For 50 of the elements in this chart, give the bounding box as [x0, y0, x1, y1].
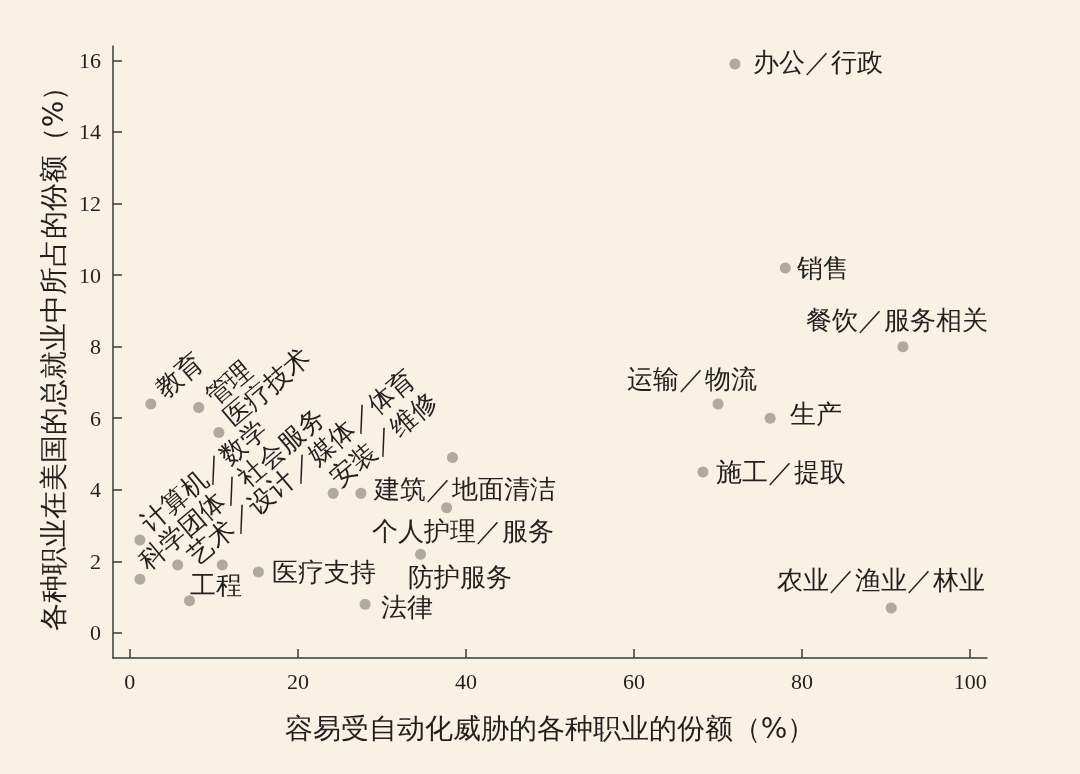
point [355, 487, 367, 499]
y-tick-label: 6 [90, 405, 101, 431]
annotation: 施工／提取 [715, 456, 846, 487]
annotation: 生产 [790, 399, 843, 430]
annotation: 办公／行政 [752, 46, 883, 77]
annotation: 工程 [190, 569, 243, 600]
y-tick-label: 12 [79, 190, 101, 216]
point [213, 427, 225, 439]
annotation: 运输／物流 [627, 363, 758, 394]
annotation: 销售 [796, 252, 850, 283]
point [193, 401, 205, 413]
annotation: 餐饮／服务相关 [805, 304, 988, 335]
point [779, 262, 791, 274]
point [252, 566, 264, 578]
y-tick-label: 10 [79, 262, 101, 288]
point [897, 341, 909, 353]
annotation: 建筑／地面清洁 [372, 474, 556, 505]
point [729, 58, 741, 70]
point [145, 398, 157, 410]
x-axis-title: 容易受自动化威胁的各种职业的份额（%） [284, 711, 816, 745]
point [441, 502, 453, 514]
x-tick-label: 20 [286, 668, 309, 694]
y-tick-label: 0 [90, 620, 101, 646]
point [216, 559, 228, 571]
point [183, 595, 195, 607]
y-tick-label: 14 [79, 119, 101, 145]
x-tick-label: 80 [791, 668, 814, 694]
annotation: 个人护理／服务 [371, 515, 554, 546]
point [359, 598, 371, 610]
x-tick-label: 60 [623, 668, 646, 694]
point [764, 412, 776, 424]
y-tick-label: 4 [90, 477, 101, 503]
annotation: 医疗支持 [272, 557, 377, 588]
point [885, 602, 897, 614]
y-tick-label: 16 [79, 47, 101, 73]
x-tick-label: 100 [953, 668, 987, 694]
y-tick-label: 8 [90, 334, 101, 360]
point [447, 452, 459, 464]
point [134, 573, 146, 585]
y-tick-label: 2 [90, 548, 101, 574]
annotation: 农业／渔业／林业 [777, 564, 986, 595]
annotation: 防护服务 [407, 562, 512, 593]
point [172, 559, 184, 571]
point [712, 398, 724, 410]
point [697, 466, 709, 478]
point [415, 548, 427, 560]
x-tick-label: 0 [124, 668, 136, 694]
annotation: 法律 [381, 592, 434, 623]
x-tick-label: 40 [454, 668, 477, 694]
y-axis-title: 各种职业在美国的总就业中所占的份额（%） [36, 72, 70, 632]
